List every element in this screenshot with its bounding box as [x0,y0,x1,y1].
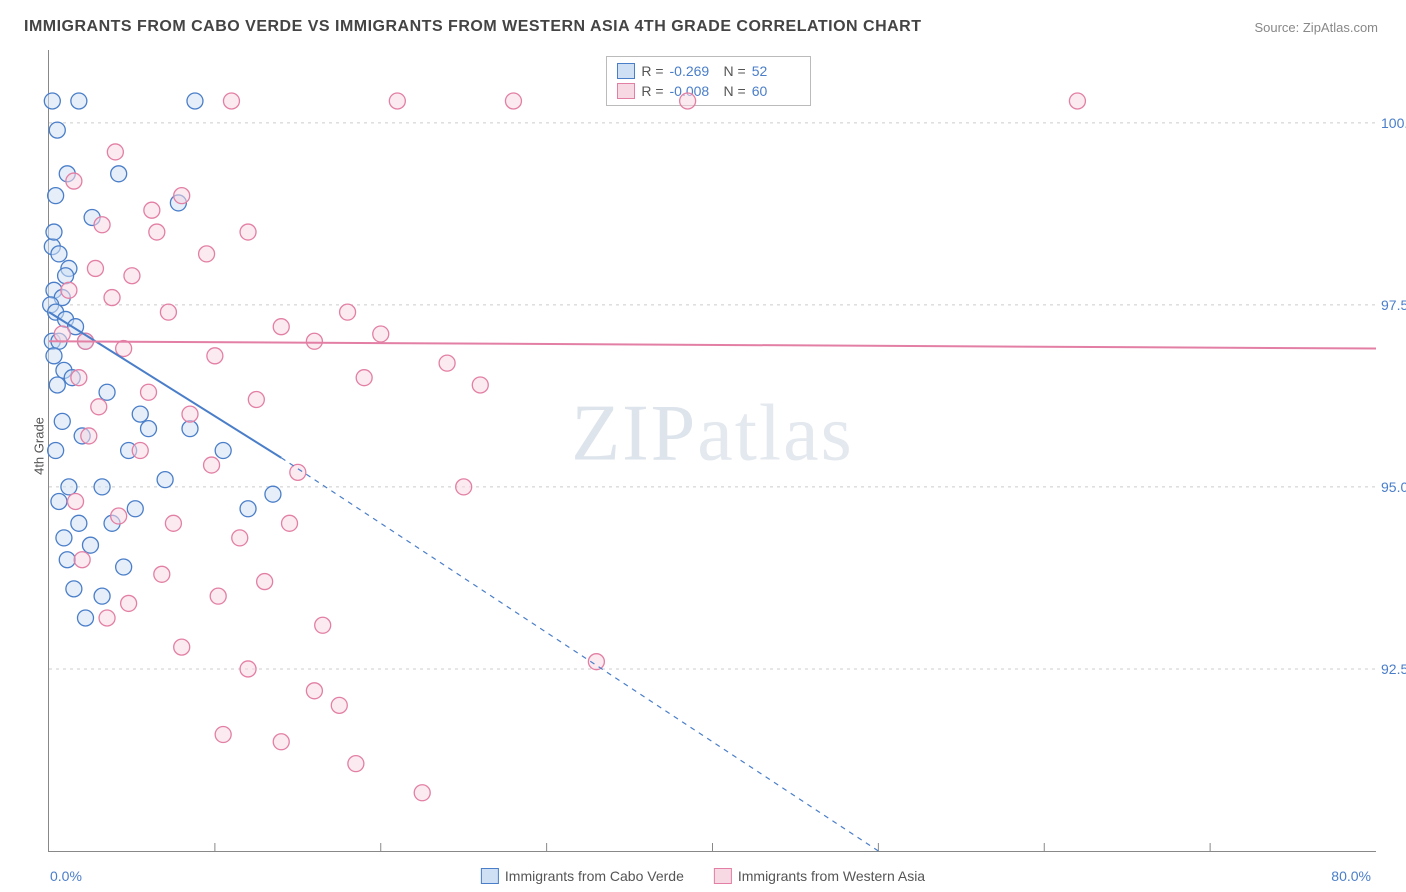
y-tick-label: 97.5% [1381,297,1406,313]
y-tick-label: 92.5% [1381,661,1406,677]
source-attribution: Source: ZipAtlas.com [1254,20,1378,35]
legend-item-0: Immigrants from Cabo Verde [481,868,684,884]
series-legend: Immigrants from Cabo Verde Immigrants fr… [481,868,925,884]
chart-title: IMMIGRANTS FROM CABO VERDE VS IMMIGRANTS… [24,18,922,36]
x-axis-min-label: 0.0% [50,868,82,884]
legend-swatch-1b [714,868,732,884]
legend-label-1: Immigrants from Western Asia [738,868,925,884]
legend-item-1: Immigrants from Western Asia [714,868,925,884]
chart-svg [49,50,1376,851]
plot-area: ZIPatlas R =-0.269 N =52 R =-0.008 N =60… [48,50,1376,852]
x-axis-max-label: 80.0% [1331,868,1371,884]
y-axis-label: 4th Grade [31,417,46,475]
legend-label-0: Immigrants from Cabo Verde [505,868,684,884]
legend-swatch-0b [481,868,499,884]
y-tick-label: 100.0% [1381,115,1406,131]
y-tick-label: 95.0% [1381,479,1406,495]
